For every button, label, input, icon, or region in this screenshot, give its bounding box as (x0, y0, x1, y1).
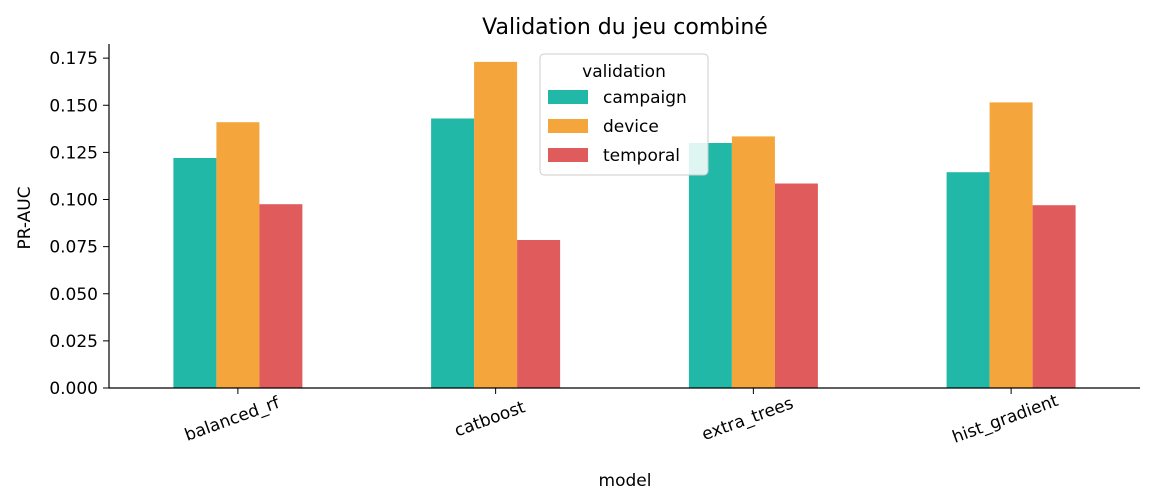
bar-device-catboost (474, 61, 518, 389)
x-axis-label: model (599, 471, 652, 491)
bar-campaign-extra_trees (688, 143, 732, 388)
legend-swatch-temporal (548, 148, 588, 162)
y-tick-label: 0.125 (49, 143, 98, 163)
x-tick-label: balanced_rf (182, 393, 283, 446)
bar-device-extra_trees (731, 136, 775, 388)
y-tick-label: 0.025 (49, 332, 98, 352)
x-tick-label: catboost (452, 397, 528, 441)
bars-group (173, 61, 1076, 389)
chart-title: Validation du jeu combiné (482, 15, 768, 40)
legend-label-device: device (603, 117, 659, 137)
y-ticks-group: 0.000 0.025 0.050 0.075 0.100 0.125 0.150 0.175 (49, 49, 109, 399)
y-tick-label: 0.050 (49, 285, 98, 305)
x-tick-label: extra_trees (699, 393, 796, 445)
bar-campaign-hist_gradient (946, 172, 990, 388)
bar-device-hist_gradient (989, 102, 1033, 389)
y-axis-label: PR-AUC (15, 186, 35, 249)
legend-swatch-device (548, 119, 588, 133)
y-tick-label: 0.100 (49, 191, 98, 211)
legend: validation campaign device temporal (539, 53, 709, 176)
bar-temporal-extra_trees (774, 183, 818, 388)
legend-label-campaign: campaign (603, 88, 687, 108)
legend-label-temporal: temporal (603, 146, 680, 166)
y-tick-label: 0.175 (49, 49, 98, 69)
bar-campaign-catboost (431, 118, 475, 388)
legend-box (539, 53, 709, 176)
legend-title: validation (582, 62, 666, 82)
bar-temporal-catboost (517, 240, 561, 388)
x-ticks-group: balanced_rf catboost extra_trees hist_gradi… (182, 388, 1061, 448)
y-tick-label: 0.000 (49, 379, 98, 399)
y-tick-label: 0.075 (49, 238, 98, 258)
bar-device-balanced_rf (216, 122, 260, 388)
bar-campaign-balanced_rf (173, 158, 217, 388)
bar-temporal-balanced_rf (259, 204, 303, 388)
bar-temporal-hist_gradient (1032, 205, 1076, 388)
x-tick-label: hist_gradient (950, 391, 1062, 448)
axes-group (108, 44, 1140, 389)
y-tick-label: 0.150 (49, 96, 98, 116)
legend-swatch-campaign (548, 90, 588, 104)
